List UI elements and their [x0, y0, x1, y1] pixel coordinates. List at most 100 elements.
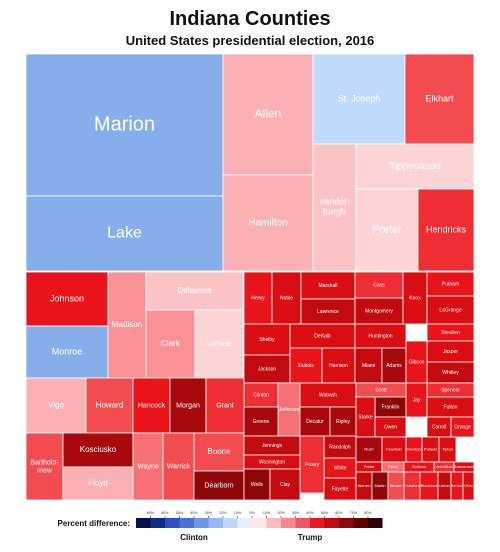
- county-cell-montgomery: [354, 297, 404, 325]
- county-label-orange: Orange: [454, 424, 471, 430]
- chart-title: Indiana Counties: [169, 8, 331, 30]
- county-label-dubois: Dubois: [298, 363, 314, 369]
- county-cell-st-joseph: [312, 53, 406, 145]
- county-label-noble: Noble: [280, 295, 293, 301]
- county-owen: Owen: [374, 416, 407, 438]
- county-cell-wayne: [132, 432, 164, 501]
- county-tipton: Tipton: [438, 436, 457, 463]
- county-randolph: Randolph: [323, 435, 357, 459]
- county-cell-hancock: [132, 377, 171, 434]
- county-cell-harrison: [321, 347, 356, 384]
- county-label-morgan: Morgan: [176, 402, 200, 409]
- county-cell-delaware: [145, 271, 244, 311]
- county-switzerland: Switzerland: [453, 461, 475, 473]
- legend-tick-label: 20%: [219, 511, 227, 515]
- county-label-wayne: Wayne: [137, 463, 159, 470]
- county-cell-decatur: [299, 406, 331, 437]
- county-label-madison: Madison: [112, 320, 142, 329]
- county-cell-porter: [355, 188, 419, 272]
- county-cell-knox: [402, 271, 428, 325]
- county-st-joseph: St. Joseph: [312, 53, 406, 145]
- county-clark: Clark: [145, 309, 196, 379]
- county-label-jefferson: Jefferson: [279, 407, 300, 413]
- county-label-union: Union: [439, 483, 449, 488]
- county-label-warren: Warren: [358, 483, 371, 488]
- county-cell-wells: [243, 468, 271, 501]
- county-cell-johnson: [25, 271, 109, 327]
- legend-tick-label: 50%: [321, 511, 329, 515]
- legend-swatch: [295, 518, 310, 528]
- county-putnam: Putnam: [426, 271, 475, 297]
- county-carroll: Carroll: [426, 416, 452, 438]
- county-perry: Perry: [381, 461, 405, 473]
- county-cell-allen: [222, 53, 314, 176]
- county-label-franklin: Franklin: [382, 404, 400, 410]
- county-label-spencer: Spencer: [441, 387, 460, 393]
- legend-tick-label: 30%: [292, 511, 300, 515]
- county-fulton: Fulton: [426, 396, 475, 418]
- county-label-hamilton: Hamilton: [248, 218, 287, 229]
- county-label-switzerland: Switzerland: [454, 464, 475, 469]
- county-johnson: Johnson: [25, 271, 109, 327]
- county-label-newton: Newton: [407, 447, 421, 452]
- county-jackson: Jackson: [243, 354, 291, 384]
- county-label-bartholomew: Bartholo-mew: [30, 459, 59, 474]
- county-cell-madison: [107, 271, 147, 379]
- county-cell-dearborn: [193, 470, 245, 501]
- county-label-clay: Clay: [280, 482, 291, 488]
- county-label-rush: Rush: [364, 447, 373, 452]
- legend-tick-label: 30%: [205, 511, 213, 515]
- county-benton: Benton: [450, 471, 464, 501]
- county-noble: Noble: [271, 271, 302, 325]
- county-label-cass: Cass: [373, 282, 385, 288]
- county-label-monroe: Monroe: [52, 346, 83, 356]
- county-dekalb: DeKalb: [289, 323, 356, 349]
- county-lake: Lake: [25, 195, 224, 272]
- county-label-hendricks: Hendricks: [426, 224, 467, 234]
- county-jasper: Jasper: [426, 340, 475, 363]
- county-label-shelby: Shelby: [259, 337, 275, 343]
- county-label-ripley: Ripley: [336, 419, 350, 425]
- county-ohio: Ohio: [462, 471, 475, 501]
- county-cell-howard: [85, 377, 134, 434]
- legend-swatch: [310, 518, 325, 528]
- county-adams: Adams: [381, 347, 407, 384]
- county-dearborn: Dearborn: [193, 470, 245, 501]
- county-label-tipton: Tipton: [442, 447, 453, 452]
- county-marion: Marion: [25, 53, 224, 197]
- legend-tick-label: 0%: [249, 511, 255, 515]
- county-ripley: Ripley: [329, 406, 357, 437]
- legend-tick-label: 80%: [147, 511, 155, 515]
- county-label-tippecanoe: Tippecanoe: [389, 161, 441, 172]
- county-label-marshall: Marshall: [319, 283, 338, 289]
- county-label-fayette: Fayette: [332, 486, 349, 492]
- county-brown: Brown: [387, 471, 405, 501]
- county-greene: Greene: [243, 406, 279, 437]
- legend-trump-label: Trump: [298, 533, 323, 542]
- legend: 80% 60% 50% 40% 30% 20% 10% 0% 10% 20% 30% 40% 50% 60…: [58, 511, 383, 542]
- county-cell-adams: [381, 347, 407, 384]
- county-cell-floyd: [62, 466, 134, 501]
- county-wabash: Wabash: [299, 382, 357, 408]
- county-cell-rush: [355, 436, 383, 463]
- county-marshall: Marshall: [300, 271, 356, 300]
- legend-swatch: [339, 518, 354, 528]
- county-label-marion: Marion: [94, 113, 155, 135]
- county-warren: Warren: [355, 471, 373, 501]
- county-cell-marshall: [300, 271, 356, 300]
- legend-swatch: [194, 518, 209, 528]
- county-label-adams: Adams: [386, 363, 402, 369]
- legend-swatch: [136, 518, 151, 528]
- legend-swatch: [368, 518, 383, 528]
- county-franklin: Franklin: [374, 396, 407, 418]
- county-label-dekalb: DeKalb: [314, 333, 331, 339]
- county-parke: Parke: [355, 461, 383, 473]
- county-label-porter: Porter: [372, 224, 402, 236]
- county-cell-hamilton: [222, 174, 314, 272]
- legend-clinton-label: Clinton: [180, 533, 208, 542]
- county-label-laporte: LaPorte: [207, 341, 232, 348]
- legend-tick-label: 60%: [161, 511, 169, 515]
- legend-swatch: [237, 518, 252, 528]
- county-porter: Porter: [355, 188, 419, 272]
